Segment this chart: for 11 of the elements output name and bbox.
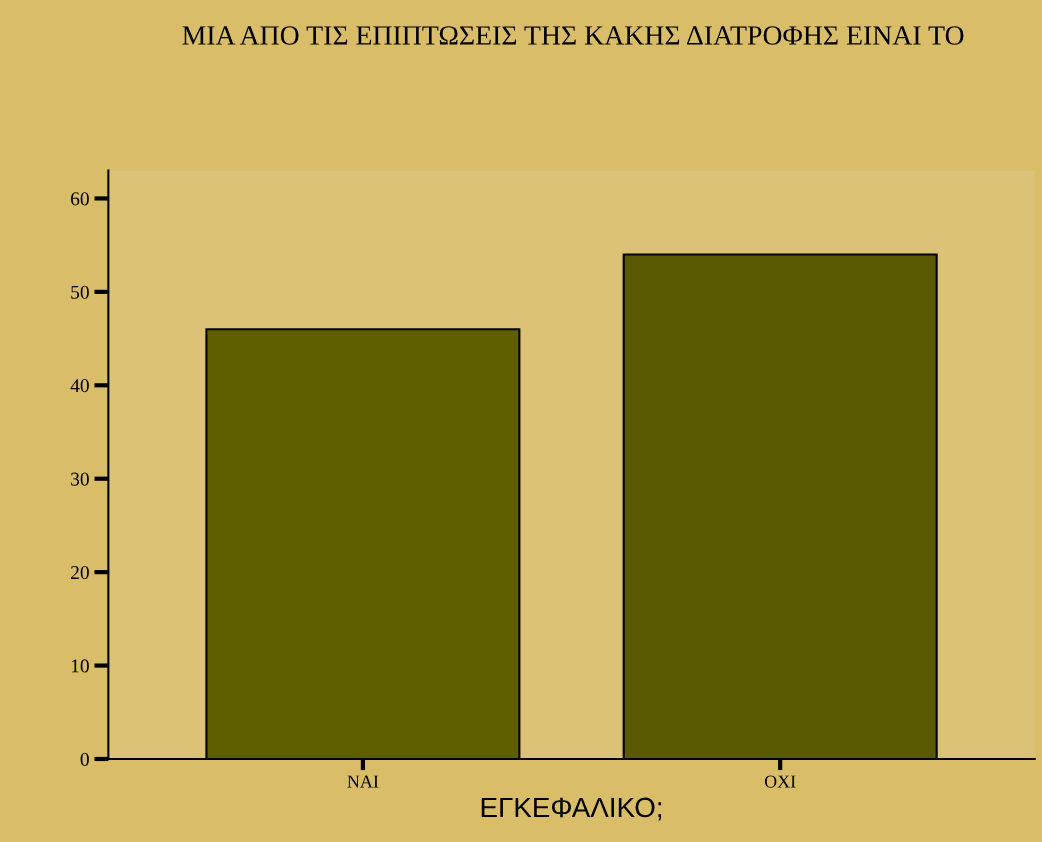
y-tick-label: 40 <box>70 379 89 393</box>
y-tick-label: 20 <box>71 565 89 580</box>
y-tick-label: 30 <box>71 472 89 486</box>
x-tick-label: ΟΧΙ <box>764 775 796 788</box>
y-tick-label: 60 <box>71 192 89 206</box>
y-tick-label: 0 <box>80 752 89 766</box>
chart-title: ΜΙΑ ΑΠΟ ΤΙΣ ΕΠΙΠΤΩΣΕΙΣ ΤΗΣ ΚΑΚΗΣ ΔΙΑΤΡΟΦΗΣ ΕΙΝΑΙ ΤΟ <box>182 26 964 45</box>
x-axis-title: ΕΓΚΕΦΑΛΙΚΟ; <box>481 797 662 821</box>
y-tick-label: 50 <box>71 285 89 299</box>
x-tick-label: ΝΑΙ <box>347 775 379 788</box>
y-tick-label: 10 <box>71 659 89 673</box>
